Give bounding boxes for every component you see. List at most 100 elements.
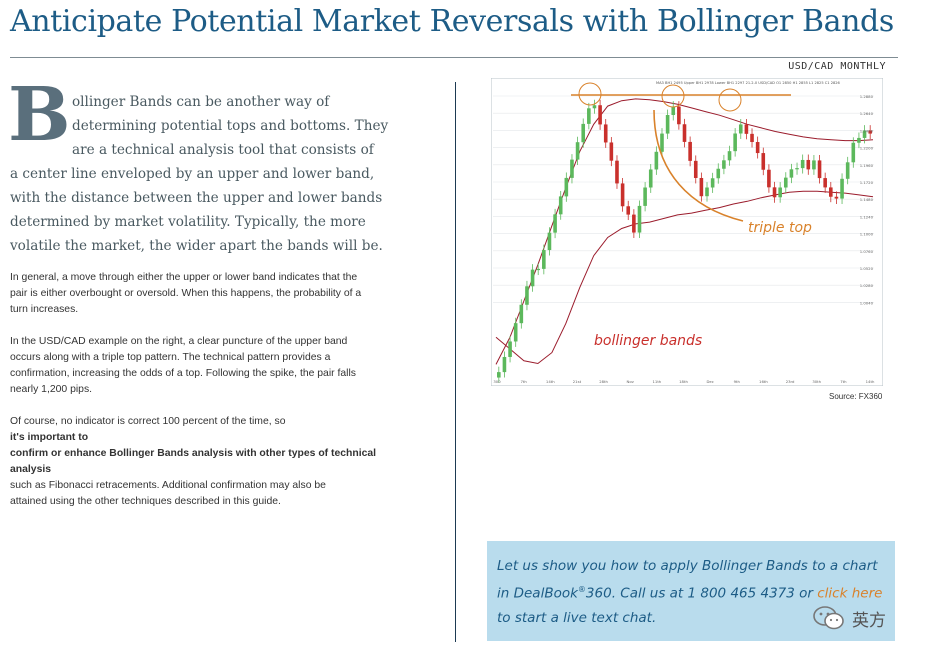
candle (513, 323, 518, 342)
candle (761, 153, 766, 170)
triple-top-label: triple top (748, 220, 812, 236)
intro-line: a center line enveloped by an upper and … (10, 166, 375, 182)
candle (654, 151, 659, 170)
watermark-text: 英方 (852, 610, 886, 631)
x-tick-label: 7th (840, 379, 847, 384)
column-divider (455, 82, 456, 642)
intro-paragraph: ollinger Bands can be another way of det… (10, 90, 389, 258)
cta-line: in DealBook®360. Call us at 1 800 465 43… (497, 578, 882, 606)
candle (783, 177, 788, 188)
candle (626, 206, 631, 215)
candle (705, 187, 709, 197)
y-tick-label: 1.2400 (860, 128, 874, 133)
candle (587, 108, 591, 124)
click-here-link[interactable]: click here (817, 585, 883, 602)
candle (840, 178, 844, 199)
candle (834, 196, 839, 199)
candle (592, 105, 597, 109)
candle (648, 169, 653, 188)
paragraph-line: nearly 1,200 pips. (10, 384, 93, 395)
x-tick-label: Dec (706, 379, 713, 384)
candle (851, 142, 856, 163)
candle (795, 168, 799, 170)
x-tick-label: 11th (652, 379, 661, 384)
candle (547, 232, 552, 251)
page-title: Anticipate Potential Market Reversals wi… (10, 4, 894, 39)
candle (581, 123, 586, 143)
candle (755, 142, 760, 154)
y-tick-label: 1.1240 (860, 214, 874, 219)
candle (620, 183, 625, 207)
candle (665, 115, 670, 134)
x-tick-label: 30th (812, 379, 821, 384)
cta-line: to start a live text chat. (497, 609, 657, 626)
drop-cap: B (8, 72, 71, 158)
paragraph-line: turn increases. (10, 304, 79, 315)
caveat-emphasis: it's important to (10, 432, 89, 443)
y-tick-label: 1.2640 (860, 111, 874, 116)
candle (632, 214, 636, 233)
candle (806, 159, 811, 170)
wechat-icon (813, 606, 844, 630)
candle (710, 178, 715, 188)
candle (778, 187, 782, 198)
chart-source: Source: FX360 (829, 392, 883, 401)
intro-line: determining potential tops and bottoms. … (72, 118, 389, 134)
candle (671, 106, 676, 116)
intro-line: volatile the market, the wider apart the… (10, 238, 383, 254)
y-tick-label: 1.2880 (860, 94, 874, 99)
y-tick-label: 1.0040 (860, 300, 874, 305)
paragraph-line: In general, a move through either the up… (10, 272, 358, 283)
candle (660, 133, 664, 152)
candle (682, 124, 687, 142)
triple-top-arrow (653, 109, 744, 222)
y-tick-label: 1.0280 (860, 283, 874, 288)
cta-text-part: 360. Call us at 1 800 465 4373 or (585, 585, 818, 602)
candle (716, 168, 721, 179)
lower-band-line (495, 190, 874, 365)
top-circle (661, 84, 685, 108)
candle (637, 205, 642, 233)
paragraph-line: analysis such as Fibonacci retracements.… (10, 462, 395, 494)
y-tick-label: 1.1720 (860, 180, 874, 185)
candle (828, 187, 833, 197)
paragraph-line: Of course, no indicator is correct 100 p… (10, 414, 395, 446)
intro-line: are a technical analysis tool that consi… (72, 142, 374, 158)
caveat-emphasis: analysis (10, 464, 52, 475)
intro-line: determined by market volatility. Typical… (10, 214, 366, 230)
cta-line: Let us show you how to apply Bollinger B… (497, 558, 878, 574)
candle (727, 151, 732, 161)
candle (823, 178, 827, 188)
paragraph-usdcad-example: In the USD/CAD example on the right, a c… (10, 334, 395, 398)
candle (603, 124, 608, 143)
candle (598, 105, 602, 125)
candle (508, 341, 512, 357)
candle (564, 177, 569, 197)
candle (497, 372, 501, 378)
paragraph-line: attained using the other techniques desc… (10, 496, 281, 507)
candle (643, 187, 647, 206)
candle (530, 269, 535, 287)
chart-label: USD/CAD MONTHLY (788, 61, 886, 72)
registered-mark: ® (577, 585, 586, 594)
y-tick-label: 1.0520 (860, 266, 874, 271)
candle (857, 137, 861, 143)
upper-band-line (495, 98, 874, 365)
candle (772, 187, 777, 198)
paragraph-line: pair is either overbought or oversold. W… (10, 288, 362, 299)
candle (767, 169, 771, 188)
paragraph-line: confirmation, increasing the odds of a t… (10, 368, 356, 379)
candle (817, 160, 822, 179)
candle (845, 162, 850, 179)
candle (750, 133, 754, 143)
candle (868, 130, 872, 134)
candle (558, 196, 563, 215)
candle (575, 142, 580, 160)
candle (800, 159, 805, 169)
x-tick-label: 14th (866, 379, 875, 384)
candle (542, 250, 546, 269)
candle (693, 160, 698, 178)
caveat-text: Of course, no indicator is correct 100 p… (10, 416, 286, 427)
cta-text-part: in DealBook (497, 585, 578, 602)
x-tick-label: 300 (493, 379, 501, 384)
